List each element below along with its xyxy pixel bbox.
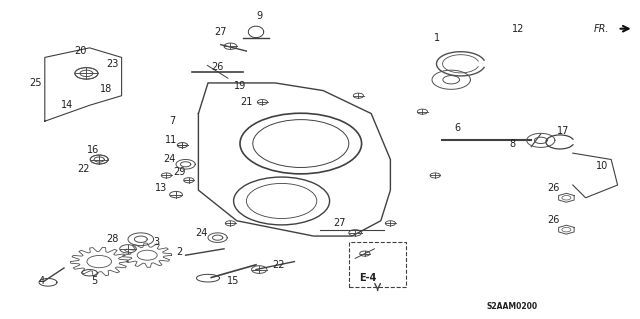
Text: 6: 6 — [454, 122, 461, 133]
Text: 11: 11 — [165, 135, 178, 145]
Text: 4: 4 — [38, 276, 45, 286]
Text: 14: 14 — [61, 100, 74, 110]
Text: 7: 7 — [170, 116, 176, 126]
Text: 27: 27 — [214, 27, 227, 37]
Text: 1: 1 — [434, 33, 440, 43]
Text: 22: 22 — [77, 164, 90, 174]
Text: 28: 28 — [106, 234, 118, 244]
Text: 26: 26 — [547, 215, 560, 225]
Text: E-4: E-4 — [359, 272, 377, 283]
Bar — [349, 242, 406, 287]
Text: 20: 20 — [74, 46, 86, 56]
Text: 22: 22 — [272, 260, 285, 270]
Text: 24: 24 — [195, 228, 208, 238]
Text: 24: 24 — [163, 154, 176, 165]
Text: 23: 23 — [106, 59, 118, 69]
Text: 5: 5 — [92, 276, 98, 286]
Text: 16: 16 — [86, 145, 99, 155]
Text: S2AAM0200: S2AAM0200 — [486, 302, 538, 311]
Text: 12: 12 — [512, 24, 525, 34]
Text: 15: 15 — [227, 276, 240, 286]
Text: 8: 8 — [509, 138, 515, 149]
Text: 29: 29 — [173, 167, 186, 177]
Text: 9: 9 — [256, 11, 262, 21]
Text: 25: 25 — [29, 78, 42, 88]
Text: 2: 2 — [176, 247, 182, 257]
Text: 26: 26 — [547, 183, 560, 193]
Text: 19: 19 — [234, 81, 246, 91]
Text: 18: 18 — [99, 84, 112, 94]
Text: 3: 3 — [154, 237, 160, 248]
Text: FR.: FR. — [594, 24, 609, 34]
Text: 10: 10 — [595, 161, 608, 171]
Text: 13: 13 — [155, 183, 168, 193]
Text: 17: 17 — [557, 126, 570, 136]
Text: 26: 26 — [211, 62, 224, 72]
Text: 27: 27 — [333, 218, 346, 228]
Text: 21: 21 — [240, 97, 253, 107]
